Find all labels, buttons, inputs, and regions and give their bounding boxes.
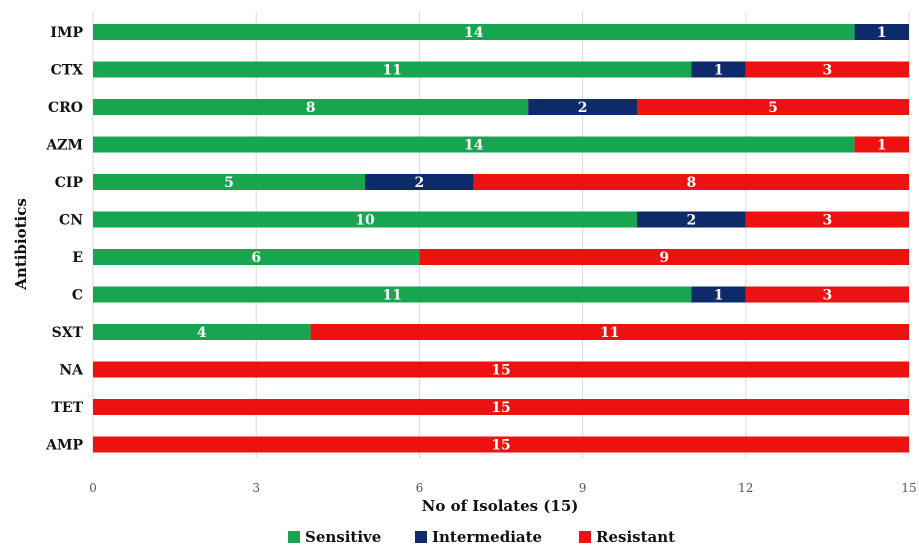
x-axis-title: No of Isolates (15) bbox=[422, 497, 579, 515]
data-label: 11 bbox=[600, 325, 619, 341]
x-tick-label: 9 bbox=[579, 481, 587, 495]
data-label: 3 bbox=[823, 288, 833, 304]
bar-segment-resistant bbox=[854, 136, 909, 153]
data-label: 8 bbox=[306, 100, 316, 116]
category-label: AZM bbox=[45, 138, 83, 154]
data-label: 15 bbox=[491, 400, 510, 416]
data-label: 2 bbox=[578, 100, 588, 116]
data-label: 5 bbox=[768, 100, 778, 116]
category-label: CTX bbox=[51, 63, 84, 79]
data-label: 1 bbox=[714, 63, 724, 79]
x-tick-label: 15 bbox=[901, 481, 916, 495]
data-label: 4 bbox=[197, 325, 207, 341]
category-label: CN bbox=[59, 213, 83, 229]
data-label: 3 bbox=[823, 63, 833, 79]
bar-segment-intermediate bbox=[691, 61, 746, 78]
category-label: AMP bbox=[45, 438, 83, 454]
bar-segment-sensitive bbox=[93, 324, 311, 340]
data-label: 2 bbox=[687, 213, 697, 229]
bar-segment-intermediate bbox=[365, 174, 474, 190]
bar-segment-sensitive bbox=[93, 99, 529, 115]
legend-swatch bbox=[415, 531, 427, 543]
data-label: 1 bbox=[877, 138, 887, 154]
category-label: SXT bbox=[52, 325, 84, 341]
category-label: CIP bbox=[55, 175, 84, 191]
bar-segment-resistant bbox=[637, 99, 909, 115]
data-label: 1 bbox=[714, 288, 724, 304]
data-label: 15 bbox=[491, 363, 510, 379]
bars bbox=[93, 24, 910, 453]
bar-segment-resistant bbox=[745, 61, 909, 78]
bar-segment-resistant bbox=[93, 436, 909, 453]
value-axis: 0 3 6 9 12 15 bbox=[89, 481, 916, 495]
gridlines bbox=[92, 12, 910, 458]
data-label: 11 bbox=[382, 63, 401, 79]
bar-segment-intermediate bbox=[854, 24, 909, 40]
legend-label: Sensitive bbox=[305, 528, 381, 546]
category-label: E bbox=[72, 250, 83, 266]
category-label: TET bbox=[51, 400, 83, 416]
data-label: 10 bbox=[355, 213, 375, 229]
x-tick-label: 0 bbox=[89, 481, 97, 495]
bar-segment-sensitive bbox=[93, 24, 855, 40]
bar-segment-intermediate bbox=[637, 211, 746, 228]
bar-segment-resistant bbox=[419, 249, 909, 265]
bar-segment-resistant bbox=[745, 286, 909, 303]
category-label: IMP bbox=[50, 25, 83, 41]
data-label: 9 bbox=[659, 250, 669, 266]
data-label: 14 bbox=[464, 25, 484, 41]
category-label: CRO bbox=[48, 100, 83, 116]
bar-segment-sensitive bbox=[93, 286, 692, 303]
bar-segment-resistant bbox=[93, 399, 909, 415]
x-tick-label: 6 bbox=[416, 481, 424, 495]
bar-segment-sensitive bbox=[93, 61, 692, 78]
data-label: 5 bbox=[224, 175, 234, 191]
data-label: 11 bbox=[382, 288, 401, 304]
data-label: 15 bbox=[491, 438, 510, 454]
bar-segment-resistant bbox=[745, 211, 909, 228]
bar-segment-resistant bbox=[473, 174, 909, 190]
data-label: 6 bbox=[251, 250, 261, 266]
bar-segment-sensitive bbox=[93, 249, 420, 265]
legend: Sensitive Intermediate Resistant bbox=[288, 528, 675, 546]
x-tick-label: 3 bbox=[252, 481, 260, 495]
data-label: 3 bbox=[823, 213, 833, 229]
bar-segment-sensitive bbox=[93, 211, 637, 228]
legend-label: Intermediate bbox=[432, 528, 542, 546]
category-label: NA bbox=[59, 363, 84, 379]
legend-label: Resistant bbox=[596, 528, 675, 546]
bar-segment-resistant bbox=[93, 361, 909, 378]
legend-swatch bbox=[579, 531, 591, 543]
category-label: C bbox=[72, 288, 83, 304]
bar-segment-intermediate bbox=[691, 286, 746, 303]
y-axis-title: Antibiotics bbox=[12, 198, 30, 291]
legend-swatch bbox=[288, 531, 300, 543]
x-tick-label: 12 bbox=[738, 481, 753, 495]
data-label: 8 bbox=[687, 175, 697, 191]
bar-segment-sensitive bbox=[93, 174, 365, 190]
bar-segment-sensitive bbox=[93, 136, 855, 153]
category-axis: IMP CTX CRO AZM CIP CN E C SXT NA TET AMP bbox=[45, 25, 84, 454]
bar-segment-intermediate bbox=[528, 99, 637, 115]
data-label: 2 bbox=[415, 175, 425, 191]
data-label: 14 bbox=[464, 138, 484, 154]
bar-segment-resistant bbox=[310, 324, 910, 340]
data-label: 1 bbox=[877, 25, 887, 41]
